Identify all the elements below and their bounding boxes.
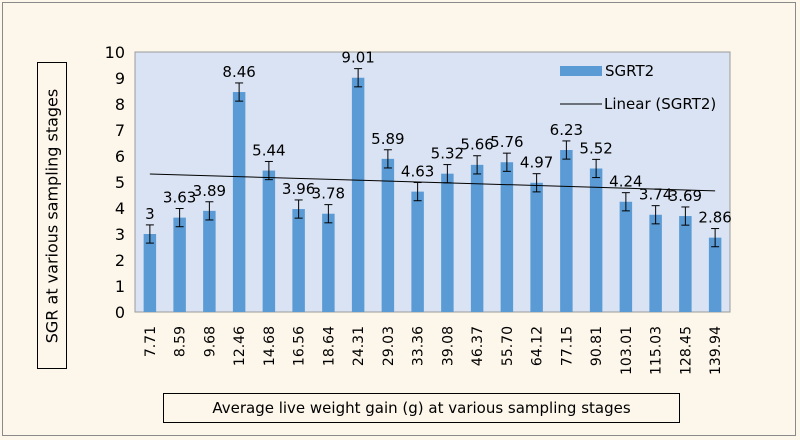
bar (143, 234, 157, 312)
bar (500, 162, 514, 312)
x-tick-label: 103.01 (619, 326, 635, 375)
trendline (149, 173, 716, 192)
data-label: 4.24 (609, 173, 642, 191)
bar (560, 150, 573, 312)
data-label: 5.76 (490, 133, 523, 151)
bar (322, 213, 335, 312)
y-axis-label: SGR at various sampling stages (42, 88, 62, 343)
x-tick-label: 39.08 (440, 326, 456, 366)
y-tick-label: 2 (115, 251, 125, 270)
data-label: 6.23 (550, 121, 583, 139)
x-tick-label: 115.03 (649, 326, 665, 375)
data-label: 5.52 (579, 139, 612, 157)
y-tick-label: 8 (115, 95, 125, 114)
legend-label-trendline: Linear (SGRT2) (604, 95, 716, 113)
y-tick-label: 3 (115, 225, 125, 244)
bar (619, 201, 633, 312)
bar (351, 77, 365, 313)
data-label: 4.97 (520, 154, 553, 172)
x-tick-label: 14.68 (262, 326, 278, 366)
bar (441, 173, 454, 312)
y-tick-label: 4 (115, 199, 125, 218)
x-tick-label: 7.71 (143, 326, 159, 357)
x-tick-label: 12.46 (232, 326, 248, 366)
x-tick-label: 8.59 (173, 326, 189, 357)
data-label: 3.78 (312, 185, 345, 203)
x-tick-label: 46.37 (470, 326, 486, 366)
y-axis-label-box: SGR at various sampling stages (37, 62, 67, 369)
legend-swatch-sgrt2 (560, 66, 602, 76)
y-tick-label: 0 (115, 303, 125, 322)
x-tick-label: 139.94 (708, 326, 724, 375)
data-label: 3.96 (282, 180, 315, 198)
data-label: 8.46 (222, 63, 255, 81)
x-tick-label: 77.15 (559, 326, 575, 366)
bar (292, 209, 305, 312)
y-tick-label: 1 (115, 277, 125, 296)
bar (470, 164, 484, 312)
data-label: 3 (145, 205, 155, 223)
bar (381, 158, 395, 312)
y-tick-label: 6 (115, 147, 125, 166)
x-tick-label: 29.03 (381, 326, 397, 366)
x-tick-label: 90.81 (589, 326, 605, 366)
legend-label-sgrt2: SGRT2 (605, 62, 654, 80)
y-tick-label: 7 (115, 121, 125, 140)
bar (708, 237, 722, 312)
x-tick-label: 18.64 (321, 326, 337, 366)
data-label: 9.01 (341, 49, 374, 67)
data-label: 4.63 (401, 163, 434, 181)
x-tick-label: 16.56 (292, 326, 308, 366)
x-tick-label: 24.31 (351, 326, 367, 366)
x-axis-label: Average live weight gain (g) at various … (212, 399, 631, 417)
bar (262, 170, 276, 312)
data-label: 3.63 (163, 189, 196, 207)
bar (649, 214, 662, 312)
bar (173, 217, 186, 312)
data-label: 5.89 (371, 130, 404, 148)
data-label: 2.86 (698, 209, 731, 227)
data-label: 5.44 (252, 141, 285, 159)
x-tick-label: 33.36 (411, 326, 427, 366)
data-label: 3.69 (669, 187, 702, 205)
x-tick-label: 64.12 (530, 326, 546, 366)
y-tick-label: 10 (105, 43, 125, 62)
bar (530, 182, 543, 312)
bar (589, 168, 603, 312)
data-label: 3.89 (193, 182, 226, 200)
x-tick-label: 9.68 (202, 326, 218, 357)
y-tick-label: 9 (115, 69, 125, 88)
data-label: 5.66 (460, 136, 493, 154)
data-label: 5.32 (431, 145, 464, 163)
x-axis-label-box: Average live weight gain (g) at various … (163, 393, 680, 423)
bar (232, 92, 246, 312)
data-label: 3.74 (639, 186, 672, 204)
bar (679, 216, 692, 312)
x-tick-label: 128.45 (678, 326, 694, 375)
bar (411, 191, 424, 312)
x-tick-label: 55.70 (500, 326, 516, 366)
y-tick-label: 5 (115, 173, 125, 192)
bar (203, 210, 216, 312)
